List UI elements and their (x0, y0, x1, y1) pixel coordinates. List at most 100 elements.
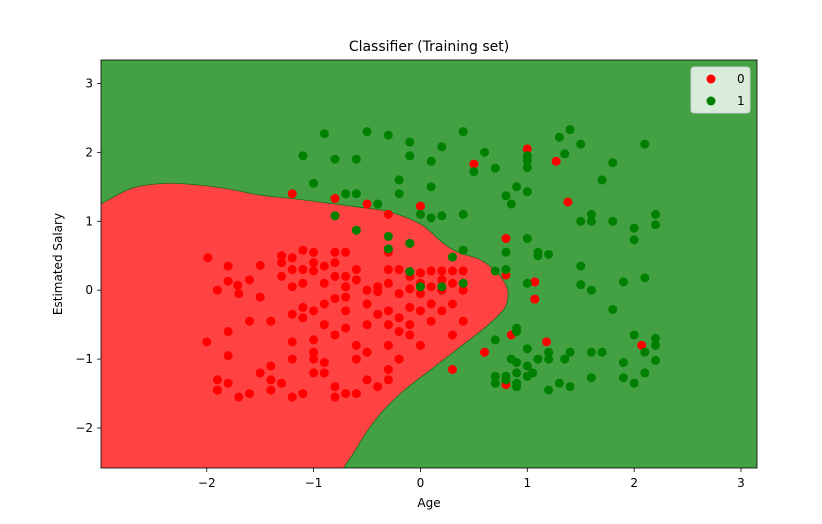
point-class-1-53 (629, 235, 639, 245)
point-class-1-18 (415, 209, 425, 219)
point-class-0-10 (277, 251, 287, 261)
point-class-0-19 (309, 258, 319, 268)
point-class-0-56 (223, 327, 233, 337)
point-class-1-70 (405, 238, 415, 248)
point-class-1-51 (608, 216, 618, 226)
point-class-1-27 (458, 245, 468, 255)
point-class-1-21 (426, 213, 436, 223)
point-class-1-74 (522, 344, 532, 354)
point-class-0-51 (458, 285, 468, 295)
point-class-1-47 (586, 209, 596, 219)
point-class-0-105 (287, 354, 297, 364)
point-class-0-44 (437, 275, 447, 285)
point-class-0-40 (415, 268, 425, 278)
point-class-0-106 (298, 389, 308, 399)
point-class-1-88 (490, 335, 500, 345)
point-class-1-108 (560, 354, 570, 364)
point-class-0-125 (362, 199, 372, 209)
point-class-0-2 (223, 261, 233, 271)
x-axis-ticks: −2 −1 0 1 2 3 (198, 468, 745, 490)
point-class-0-103 (277, 378, 287, 388)
point-class-0-0 (203, 253, 213, 263)
point-class-1-77 (565, 347, 575, 357)
point-class-1-97 (544, 385, 554, 395)
point-class-1-103 (640, 368, 650, 378)
point-class-0-123 (287, 189, 297, 199)
point-class-0-43 (426, 282, 436, 292)
point-class-0-112 (330, 392, 340, 402)
point-class-1-16 (405, 137, 415, 147)
point-class-0-99 (255, 368, 265, 378)
point-class-1-65 (490, 266, 500, 276)
point-class-0-53 (394, 289, 404, 299)
point-class-0-111 (330, 382, 340, 392)
point-class-0-67 (319, 320, 329, 330)
point-class-0-21 (319, 261, 329, 271)
point-class-0-115 (362, 375, 372, 385)
point-class-0-15 (298, 245, 308, 255)
point-class-0-28 (341, 282, 351, 292)
point-class-1-107 (544, 354, 554, 364)
point-class-1-20 (426, 182, 436, 192)
point-class-0-32 (362, 285, 372, 295)
point-class-1-58 (618, 277, 628, 287)
point-class-1-61 (586, 285, 596, 295)
point-class-0-42 (426, 266, 436, 276)
point-class-0-14 (287, 282, 297, 292)
point-class-1-32 (506, 199, 516, 209)
point-class-1-71 (608, 304, 618, 314)
point-class-1-30 (490, 163, 500, 173)
point-class-0-64 (309, 306, 319, 316)
point-class-0-45 (437, 266, 447, 276)
point-class-0-66 (319, 299, 329, 309)
point-class-1-96 (533, 354, 543, 364)
point-class-0-76 (373, 309, 383, 319)
point-class-0-71 (341, 323, 351, 333)
point-class-1-64 (501, 265, 511, 275)
point-class-0-18 (309, 247, 319, 257)
point-class-1-85 (651, 355, 661, 365)
point-class-0-26 (341, 247, 351, 257)
point-class-0-4 (233, 280, 243, 290)
x-tick-label: 0 (417, 476, 425, 490)
point-class-0-74 (362, 320, 372, 330)
point-class-1-94 (522, 361, 532, 371)
point-class-1-15 (383, 244, 393, 254)
point-class-0-3 (223, 276, 233, 286)
point-class-0-101 (266, 375, 276, 385)
point-class-1-41 (544, 249, 554, 259)
point-class-1-2 (319, 129, 329, 139)
point-class-1-6 (351, 154, 361, 164)
point-class-1-23 (437, 211, 447, 221)
point-class-0-120 (448, 364, 458, 374)
point-class-0-61 (287, 337, 297, 347)
point-class-1-36 (522, 163, 532, 173)
decision-region-class-0 (101, 183, 509, 468)
point-class-1-55 (651, 209, 661, 219)
point-class-0-29 (341, 292, 351, 302)
point-class-0-100 (266, 361, 276, 371)
point-class-0-55 (202, 337, 212, 347)
point-class-1-9 (362, 127, 372, 137)
point-class-0-11 (277, 271, 287, 281)
point-class-0-75 (362, 347, 372, 357)
point-class-0-12 (287, 265, 297, 275)
point-class-1-31 (501, 191, 511, 201)
point-class-1-92 (512, 368, 522, 378)
point-class-0-20 (309, 266, 319, 276)
point-class-0-96 (223, 378, 233, 388)
point-class-1-83 (651, 333, 661, 343)
point-class-0-132 (501, 234, 511, 243)
point-class-0-24 (330, 258, 340, 268)
y-tick-label: −1 (75, 352, 93, 366)
x-tick-label: 1 (523, 476, 531, 490)
point-class-1-84 (651, 340, 661, 350)
point-class-0-89 (448, 330, 458, 340)
point-class-0-57 (223, 351, 233, 361)
point-class-0-116 (373, 382, 383, 392)
point-class-1-4 (330, 154, 340, 164)
point-class-0-84 (415, 306, 425, 316)
y-tick-label: 2 (85, 145, 93, 159)
y-axis-label: Estimated Salary (51, 213, 65, 315)
